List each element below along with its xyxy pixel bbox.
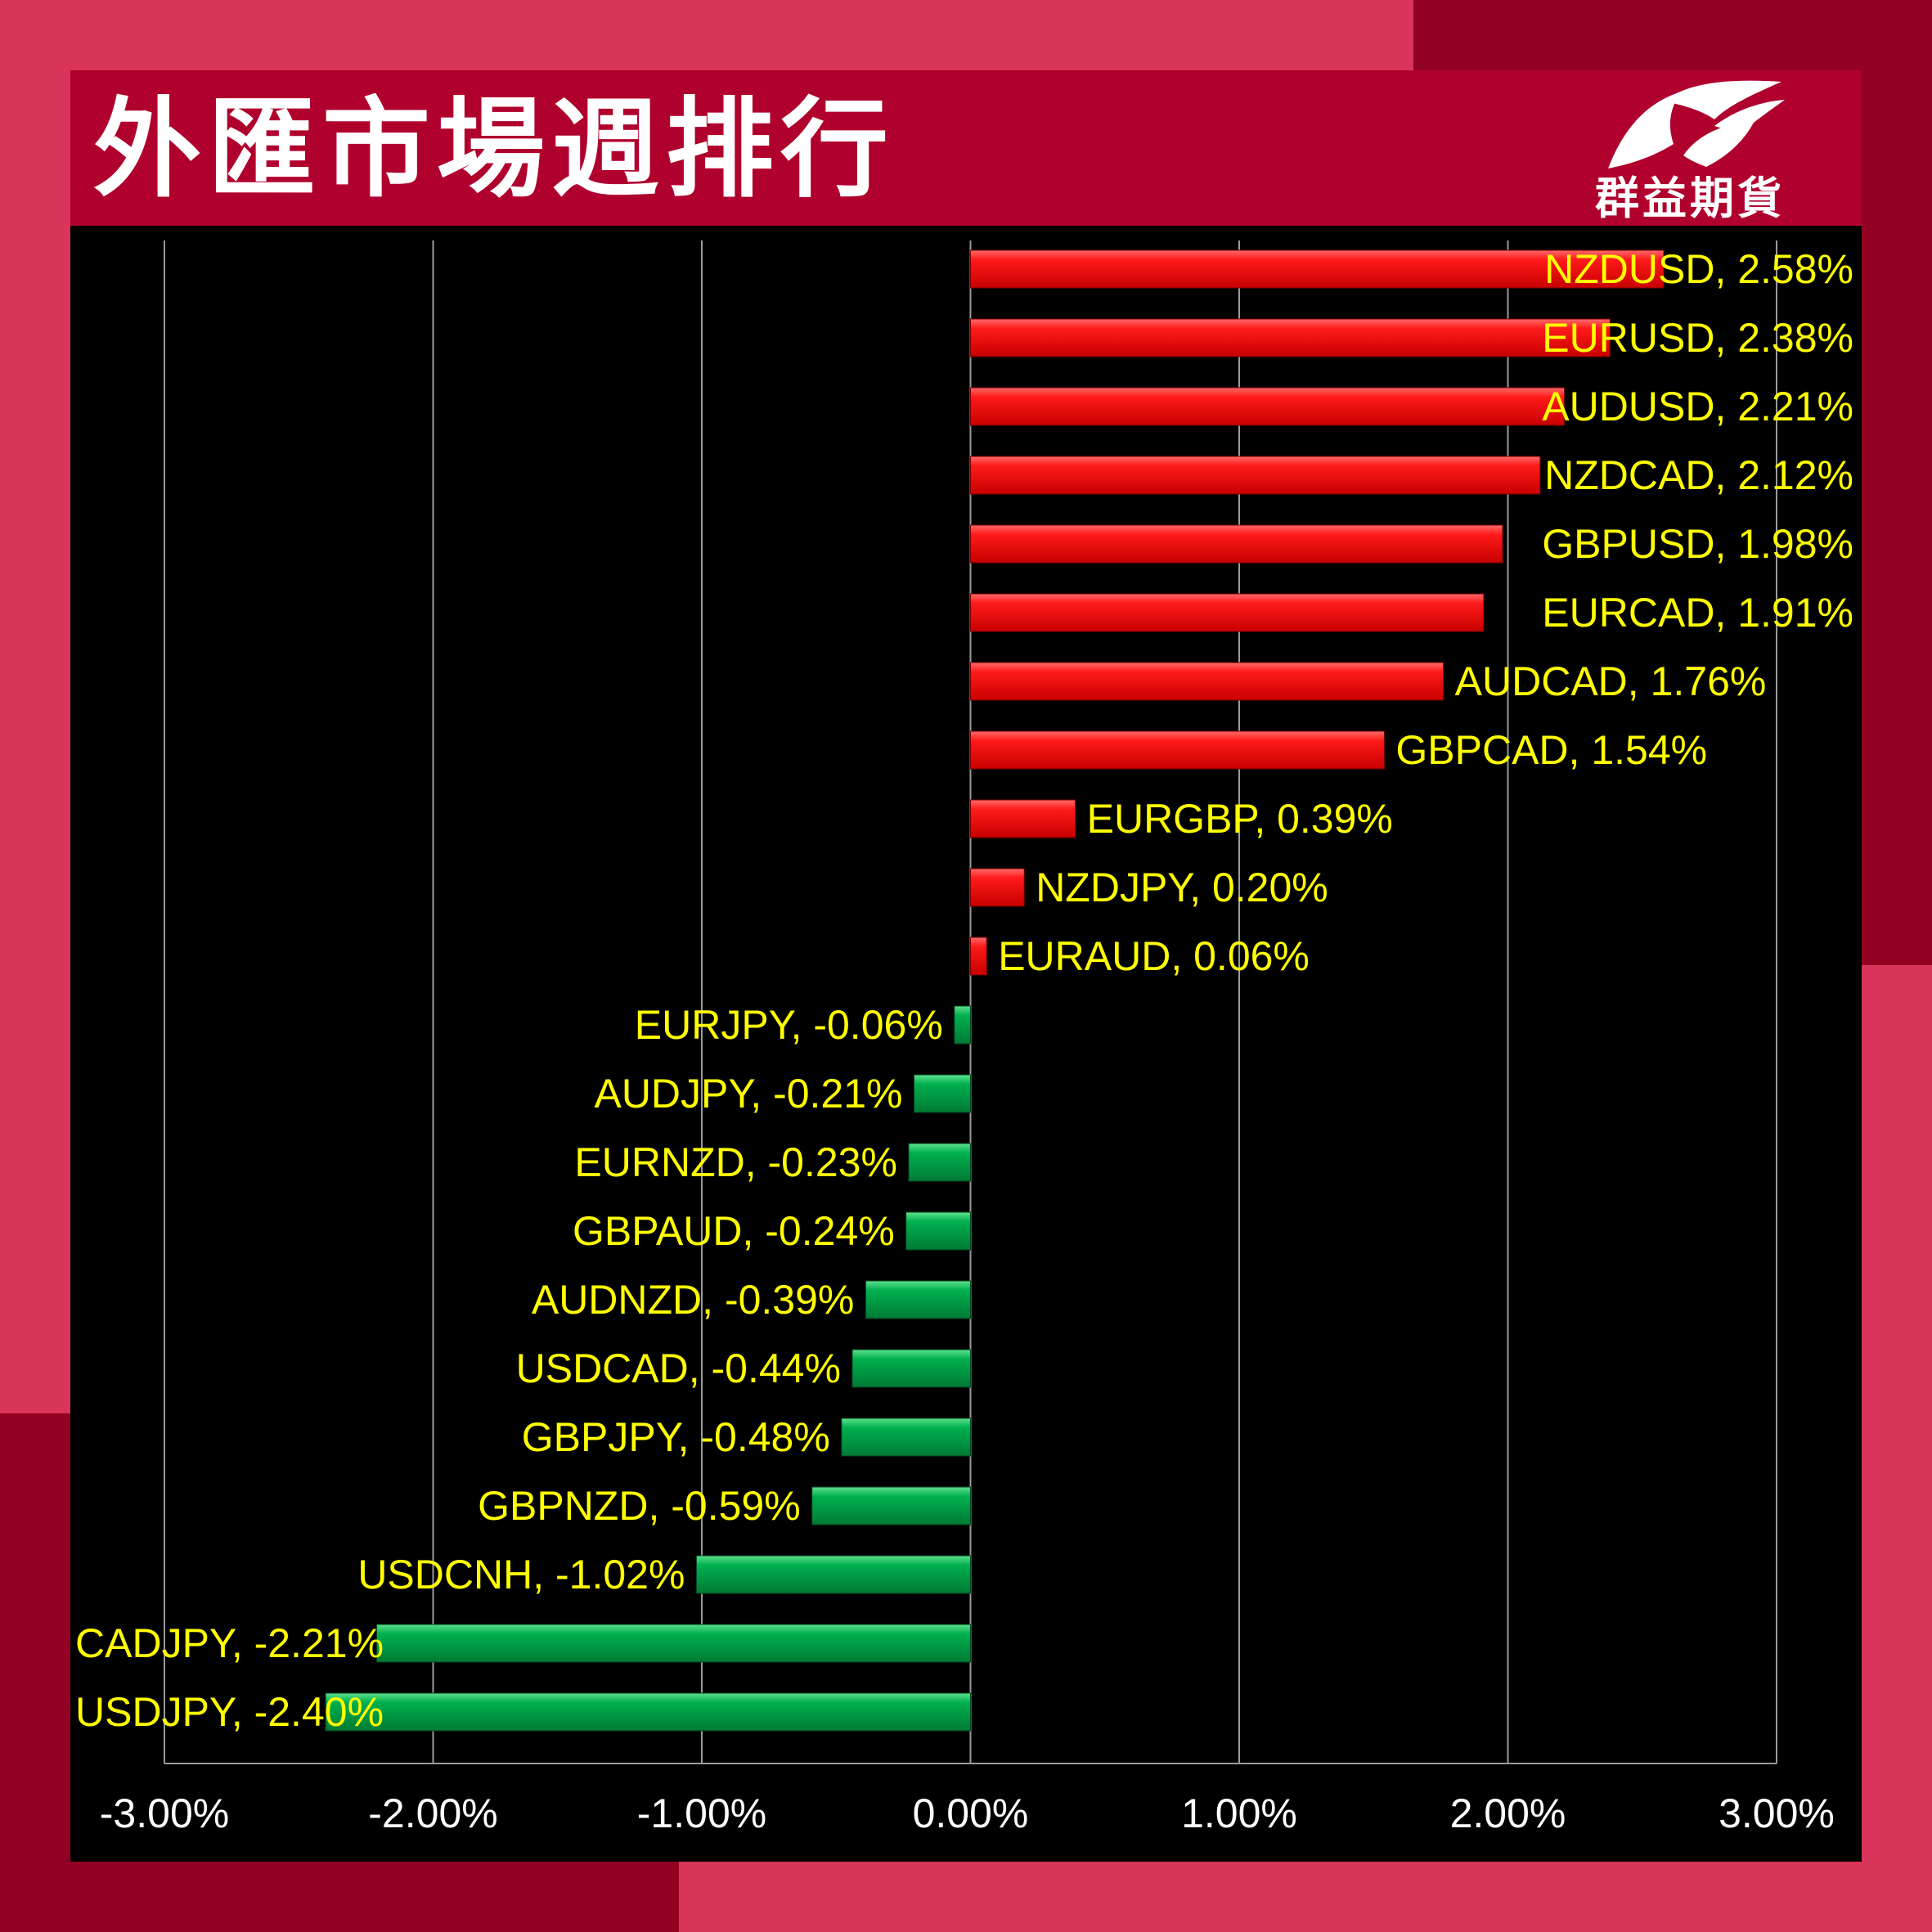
- data-label: NZDCAD, 2.12%: [1544, 452, 1853, 498]
- bar-gbpusd: [970, 524, 1503, 564]
- bar-audnzd: [865, 1280, 972, 1319]
- bar-gbpcad: [970, 730, 1385, 770]
- x-tick-label: -1.00%: [637, 1790, 766, 1836]
- data-label: AUDUSD, 2.21%: [1542, 384, 1853, 429]
- brand-name: 群益期貨: [1595, 172, 1785, 224]
- x-tick-label: 0.00%: [913, 1790, 1029, 1836]
- infographic-frame: 外匯市場週排行 群益期貨 -3.00% -2.00% -1.00% 0.00% 1.00…: [70, 70, 1862, 1862]
- bar-gbpjpy: [841, 1418, 971, 1457]
- bar-chart: -3.00% -2.00% -1.00% 0.00% 1.00% 2.00% 3.00% NZ…: [75, 240, 1853, 1836]
- brand-logo: 群益期貨: [1543, 77, 1837, 224]
- x-tick-label: -2.00%: [368, 1790, 497, 1836]
- data-label: USDCNH, -1.02%: [357, 1552, 685, 1597]
- data-label: EURUSD, 2.38%: [1542, 315, 1853, 361]
- data-label: GBPNZD, -0.59%: [478, 1483, 801, 1529]
- data-label: AUDCAD, 1.76%: [1455, 658, 1767, 704]
- bar-audjpy: [914, 1074, 972, 1113]
- data-label: GBPUSD, 1.98%: [1542, 521, 1853, 567]
- data-label: AUDNZD, -0.39%: [532, 1277, 855, 1323]
- bar-eurcad: [970, 593, 1485, 632]
- bar-euraud: [970, 937, 987, 976]
- data-label: USDCAD, -0.44%: [516, 1346, 841, 1391]
- bar-cadjpy: [376, 1624, 971, 1663]
- x-tick-label: 1.00%: [1181, 1790, 1297, 1836]
- data-label: GBPAUD, -0.24%: [573, 1208, 895, 1254]
- data-label: NZDUSD, 2.58%: [1544, 246, 1853, 292]
- data-label: USDJPY, -2.40%: [75, 1689, 384, 1735]
- x-tick-label: -3.00%: [100, 1790, 229, 1836]
- bar-eurjpy: [954, 1005, 972, 1045]
- bar-usdcnh: [695, 1555, 971, 1594]
- bar-nzdusd: [970, 249, 1665, 289]
- data-label: EURAUD, 0.06%: [998, 933, 1310, 979]
- data-label: GBPCAD, 1.54%: [1395, 727, 1707, 773]
- data-label: AUDJPY, -0.21%: [594, 1071, 902, 1117]
- bar-eurnzd: [908, 1143, 971, 1182]
- x-tick-label: 2.00%: [1450, 1790, 1566, 1836]
- data-label: EURNZD, -0.23%: [574, 1139, 897, 1185]
- data-label: CADJPY, -2.21%: [75, 1620, 384, 1666]
- chart-area: -3.00% -2.00% -1.00% 0.00% 1.00% 2.00% 3.00% NZ…: [70, 226, 1862, 1862]
- bar-audcad: [970, 662, 1445, 701]
- bar-nzdjpy: [970, 868, 1025, 907]
- page-title: 外匯市場週排行: [93, 87, 895, 213]
- bar-nzdcad: [970, 456, 1541, 495]
- bar-gbpnzd: [811, 1486, 971, 1525]
- x-tick-label: 3.00%: [1719, 1790, 1835, 1836]
- bar-eurgbp: [970, 799, 1076, 838]
- bar-audusd: [970, 387, 1565, 426]
- data-label: NZDJPY, 0.20%: [1036, 865, 1328, 910]
- bar-eurusd: [970, 318, 1611, 357]
- data-label: EURJPY, -0.06%: [635, 1002, 943, 1048]
- bar-usdjpy: [325, 1692, 972, 1732]
- data-label: EURCAD, 1.91%: [1542, 590, 1853, 636]
- header: 外匯市場週排行 群益期貨: [70, 70, 1862, 226]
- bar-usdcad: [851, 1349, 972, 1388]
- eagle-logo-icon: [1608, 80, 1785, 168]
- data-label: EURGBP, 0.39%: [1087, 796, 1393, 842]
- data-label: GBPJPY, -0.48%: [522, 1414, 830, 1460]
- bar-gbpaud: [905, 1211, 971, 1251]
